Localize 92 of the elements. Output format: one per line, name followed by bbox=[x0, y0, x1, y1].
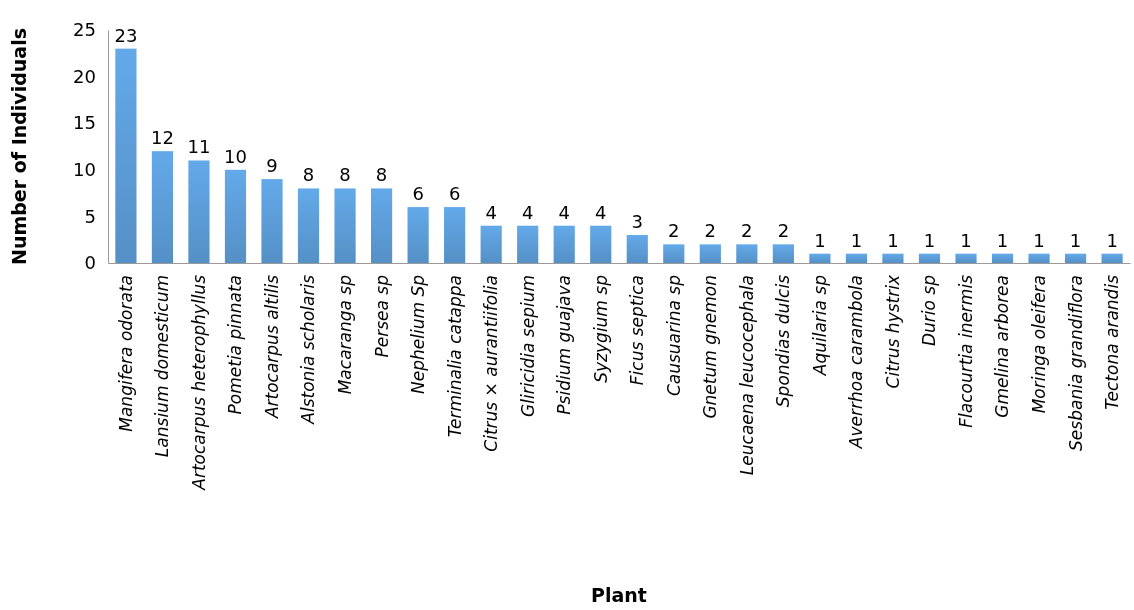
x-tick-label: Alstonia scholaris bbox=[298, 274, 319, 425]
bar bbox=[115, 48, 137, 263]
bar bbox=[1028, 253, 1050, 263]
x-tick-label: Gmelina arborea bbox=[992, 275, 1013, 418]
x-tick-label: Terminalia catappa bbox=[444, 275, 465, 438]
data-label: 11 bbox=[187, 136, 211, 158]
x-tick-label: Gliricidia sepium bbox=[517, 275, 538, 417]
bar bbox=[261, 179, 283, 263]
bar bbox=[918, 253, 941, 263]
y-tick-label: 0 bbox=[84, 252, 96, 274]
y-tick-label: 20 bbox=[73, 65, 96, 87]
data-label: 10 bbox=[224, 145, 247, 167]
data-label: 1 bbox=[887, 229, 899, 251]
bar bbox=[188, 160, 210, 263]
data-label: 1 bbox=[1033, 229, 1045, 251]
data-label: 12 bbox=[150, 127, 174, 149]
data-label: 8 bbox=[339, 164, 351, 186]
x-tick-label: Artocarpus heterophyllus bbox=[188, 274, 209, 491]
x-tick-label: Psidium guajava bbox=[554, 275, 575, 415]
y-tick-label: 15 bbox=[73, 112, 96, 134]
data-label: 1 bbox=[923, 229, 936, 251]
data-label: 4 bbox=[595, 201, 607, 223]
bar bbox=[736, 244, 758, 263]
data-label: 2 bbox=[741, 220, 753, 242]
x-tick-label: Tectona arandis bbox=[1102, 274, 1123, 410]
data-label: 1 bbox=[1069, 229, 1082, 251]
bar bbox=[955, 253, 977, 263]
bar bbox=[590, 225, 612, 263]
x-tick-label: Lansium domesticum bbox=[152, 275, 173, 458]
bar bbox=[334, 188, 356, 263]
data-label: 8 bbox=[302, 164, 315, 186]
data-label: 2 bbox=[668, 220, 680, 242]
y-tick-label: 25 bbox=[73, 19, 96, 41]
x-tick-label: Citrus hystrix bbox=[882, 274, 903, 389]
bar bbox=[517, 225, 539, 263]
data-label: 2 bbox=[777, 220, 790, 242]
bar bbox=[297, 188, 320, 263]
data-label: 23 bbox=[114, 24, 138, 46]
x-tick-label: Averrhoa carambola bbox=[846, 275, 867, 450]
bar bbox=[407, 207, 429, 263]
x-tick-label: Gnetum gnemon bbox=[700, 275, 721, 419]
bar bbox=[626, 235, 648, 263]
y-tick-label: 5 bbox=[84, 205, 96, 227]
bar bbox=[809, 253, 831, 263]
x-tick-label: Flacourtia inermis bbox=[955, 274, 976, 428]
x-tick-label: Spondias dulcis bbox=[773, 274, 794, 408]
x-tick-label: Durio sp bbox=[919, 274, 940, 347]
bar bbox=[151, 151, 174, 263]
data-label: 6 bbox=[448, 183, 461, 205]
bar bbox=[882, 253, 904, 263]
bar bbox=[553, 225, 575, 263]
data-label: 2 bbox=[704, 220, 717, 242]
bar bbox=[224, 169, 247, 263]
bar bbox=[480, 225, 502, 263]
data-label: 3 bbox=[631, 211, 643, 233]
bar bbox=[1101, 253, 1123, 263]
x-tick-label: Aquilaria sp bbox=[809, 274, 830, 377]
data-label: 4 bbox=[485, 201, 497, 223]
bar bbox=[772, 244, 794, 263]
x-tick-label: Nephelium Sp bbox=[408, 274, 429, 394]
x-tick-label: Persea sp bbox=[371, 274, 392, 358]
x-tick-label: Pometia pinnata bbox=[225, 275, 246, 415]
y-tick-label: 10 bbox=[73, 159, 96, 181]
x-tick-label: Leucaena leucocephala bbox=[736, 275, 757, 476]
bar bbox=[1064, 253, 1087, 263]
data-label: 1 bbox=[814, 229, 826, 251]
x-axis-title: Plant bbox=[591, 584, 647, 606]
data-label: 1 bbox=[960, 229, 972, 251]
x-tick-label: Causuarina sp bbox=[663, 274, 684, 397]
x-tick-label: Moringa oleifera bbox=[1029, 275, 1049, 414]
data-label: 1 bbox=[850, 229, 863, 251]
x-tick-label: Syzygium sp bbox=[590, 274, 611, 383]
data-label: 4 bbox=[521, 201, 534, 223]
y-axis-title: Number of Individuals bbox=[8, 27, 30, 266]
data-label: 1 bbox=[1106, 229, 1118, 251]
bar bbox=[370, 188, 393, 263]
x-tick-label: Artocarpus altilis bbox=[261, 274, 282, 420]
x-tick-label: Citrus × aurantiifolia bbox=[481, 275, 502, 452]
data-label: 1 bbox=[996, 229, 1009, 251]
bar bbox=[663, 244, 685, 263]
x-tick-label: Macaranga sp bbox=[335, 274, 355, 395]
bar bbox=[991, 253, 1014, 263]
x-tick-label: Mangifera odorata bbox=[115, 275, 136, 432]
bar bbox=[699, 244, 721, 263]
x-tick-label: Ficus septica bbox=[627, 275, 648, 386]
data-label: 8 bbox=[375, 164, 388, 186]
data-label: 9 bbox=[266, 155, 278, 177]
x-tick-label: Sesbania grandiflora bbox=[1065, 275, 1086, 451]
data-label: 6 bbox=[412, 183, 424, 205]
bar bbox=[444, 207, 466, 263]
bar bbox=[845, 253, 868, 263]
data-label: 4 bbox=[558, 201, 570, 223]
